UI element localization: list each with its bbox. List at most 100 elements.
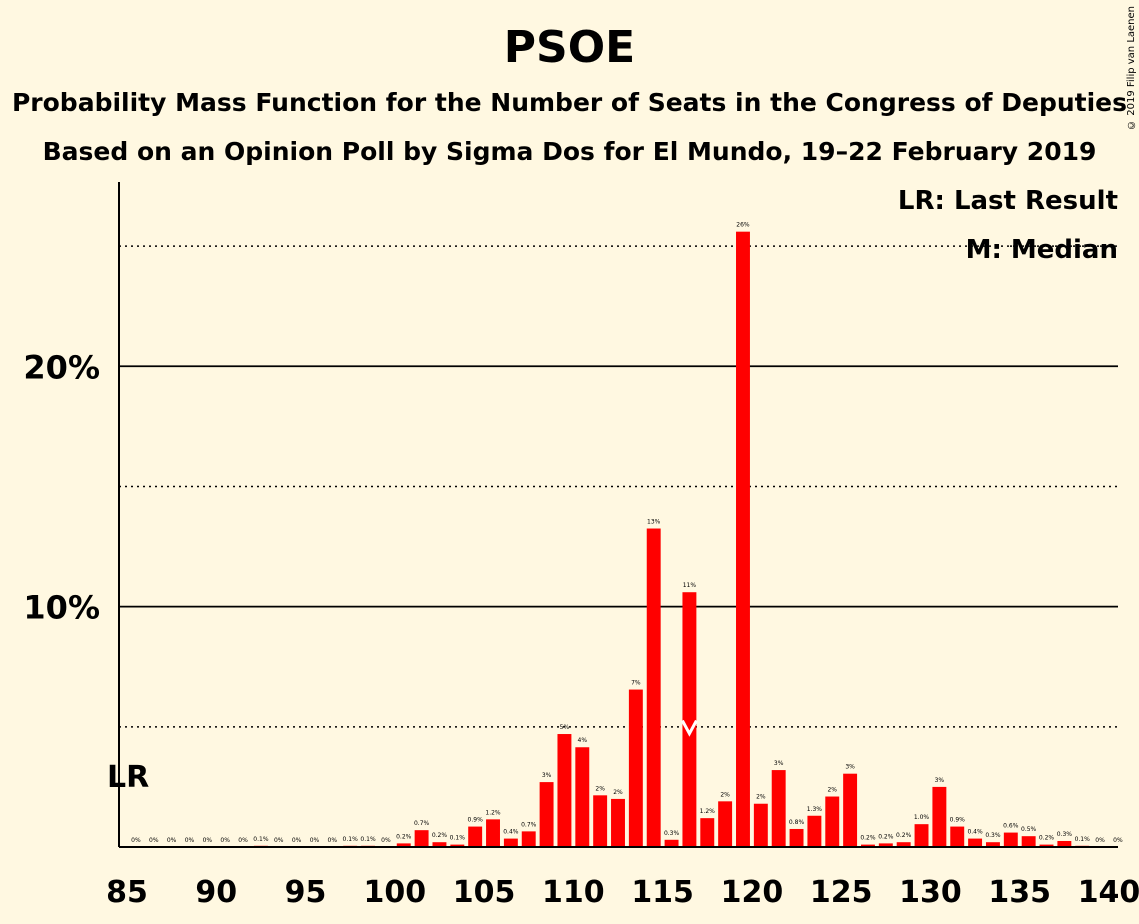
bar-label-88: 0% [167, 837, 177, 844]
bar-label-113: 2% [613, 789, 623, 796]
bar-132 [950, 826, 965, 847]
bar-label-103: 0.2% [432, 832, 448, 839]
bar-133 [968, 838, 983, 847]
bar-101 [396, 843, 411, 847]
bar-label-112: 2% [595, 785, 605, 792]
bar-label-122: 3% [774, 760, 784, 767]
bar-label-92: 0% [238, 837, 248, 844]
bar-label-115: 13% [647, 519, 661, 526]
x-tick-105: 105 [453, 875, 516, 910]
bar-label-131: 3% [935, 777, 945, 784]
chart-title: PSOE [503, 22, 636, 73]
bar-label-99: 0.1% [360, 836, 376, 843]
bar-105 [468, 826, 483, 847]
median-marker [681, 719, 698, 737]
bar-label-124: 1.3% [807, 806, 823, 813]
bar-130 [914, 824, 929, 847]
bar-134 [985, 842, 1000, 847]
bar-label-140: 0% [1095, 837, 1105, 844]
bar-label-120: 26% [736, 222, 750, 229]
bar-110 [557, 734, 572, 847]
bar-123 [789, 828, 804, 847]
bar-label-136: 0.5% [1021, 826, 1037, 833]
last-result-marker: LR [107, 760, 149, 795]
axes [118, 182, 1118, 848]
x-tick-125: 125 [810, 875, 873, 910]
bar-label-128: 0.2% [878, 833, 894, 840]
bar-116 [664, 839, 679, 847]
bar-label-114: 7% [631, 680, 641, 687]
bar-label-109: 3% [542, 772, 552, 779]
bar-label-97: 0% [328, 837, 338, 844]
bar-137 [1039, 844, 1054, 847]
bar-label-108: 0.7% [521, 821, 537, 828]
bar-103 [432, 842, 447, 847]
bar-label-104: 0.1% [450, 835, 466, 842]
bar-label-130: 1.0% [914, 814, 930, 821]
bar-102 [414, 830, 429, 847]
bar-label-94: 0% [274, 837, 284, 844]
bar-122 [771, 770, 786, 847]
bar-label-96: 0% [310, 837, 320, 844]
bar-label-106: 1.2% [485, 809, 501, 816]
bar-115 [646, 528, 661, 847]
bar-117 [682, 592, 697, 847]
bar-108 [521, 831, 536, 847]
x-tick-90: 90 [195, 875, 237, 910]
bar-label-111: 4% [578, 737, 588, 744]
bar-111 [575, 747, 590, 847]
bar-121 [753, 803, 768, 847]
bar-107 [503, 838, 518, 847]
bar-label-134: 0.3% [985, 832, 1001, 839]
bar-label-91: 0% [220, 837, 230, 844]
bar-label-89: 0% [185, 837, 195, 844]
bar-113 [611, 798, 625, 847]
bar-129 [896, 842, 911, 847]
bar-114 [628, 689, 643, 847]
bar-119 [718, 801, 733, 847]
x-tick-95: 95 [285, 875, 327, 910]
chart-subtitle: Probability Mass Function for the Number… [11, 88, 1128, 117]
x-tick-120: 120 [721, 875, 784, 910]
bar-104 [450, 844, 465, 847]
bar-label-100: 0% [381, 837, 391, 844]
bar-label-110: 5% [560, 724, 570, 731]
bar-label-95: 0% [292, 837, 302, 844]
bars [253, 231, 1090, 848]
x-tick-115: 115 [631, 875, 694, 910]
bar-label-135: 0.6% [1003, 823, 1019, 830]
bar-124 [807, 815, 822, 847]
x-tick-135: 135 [988, 875, 1051, 910]
bar-labels: 0% 0% 0% 0% 0% 0% 0% 0.1% 0% 0% 0% 0% 0.1% 0.1% 0%0.2%… [131, 222, 1123, 844]
bar-109 [539, 782, 554, 847]
bar-label-118: 1.2% [700, 808, 716, 815]
bar-label-125: 2% [827, 787, 837, 794]
bar-120 [736, 231, 750, 848]
bar-label-139: 0.1% [1075, 836, 1091, 843]
bar-label-137: 0.2% [1039, 835, 1055, 842]
bar-label-132: 0.9% [950, 817, 966, 824]
tick-labels: 10% 20% 85 90 95 100 105 110 115 120 125 130 135 140 [23, 348, 1139, 910]
bar-label-123: 0.8% [789, 819, 805, 826]
bar-label-93: 0.1% [253, 836, 269, 843]
bar-136 [1021, 836, 1036, 847]
bar-125 [825, 796, 840, 847]
legend-last-result: LR: Last Result [898, 186, 1118, 216]
legend-median: M: Median [966, 235, 1118, 265]
gridlines [119, 245, 1118, 728]
bar-label-133: 0.4% [967, 829, 983, 836]
chart-source: Based on an Opinion Poll by Sigma Dos fo… [42, 137, 1097, 166]
bar-127 [861, 844, 875, 847]
bar-128 [878, 843, 893, 847]
bar-label-129: 0.2% [896, 832, 912, 839]
bar-126 [843, 773, 858, 847]
bar-131 [932, 786, 947, 847]
x-tick-85: 85 [106, 875, 148, 910]
x-tick-110: 110 [542, 875, 605, 910]
bar-label-117: 11% [683, 582, 697, 589]
x-tick-100: 100 [364, 875, 427, 910]
bar-label-90: 0% [203, 837, 213, 844]
bar-label-121: 2% [756, 794, 766, 801]
bar-label-127: 0.2% [860, 835, 876, 842]
bar-118 [700, 818, 715, 847]
